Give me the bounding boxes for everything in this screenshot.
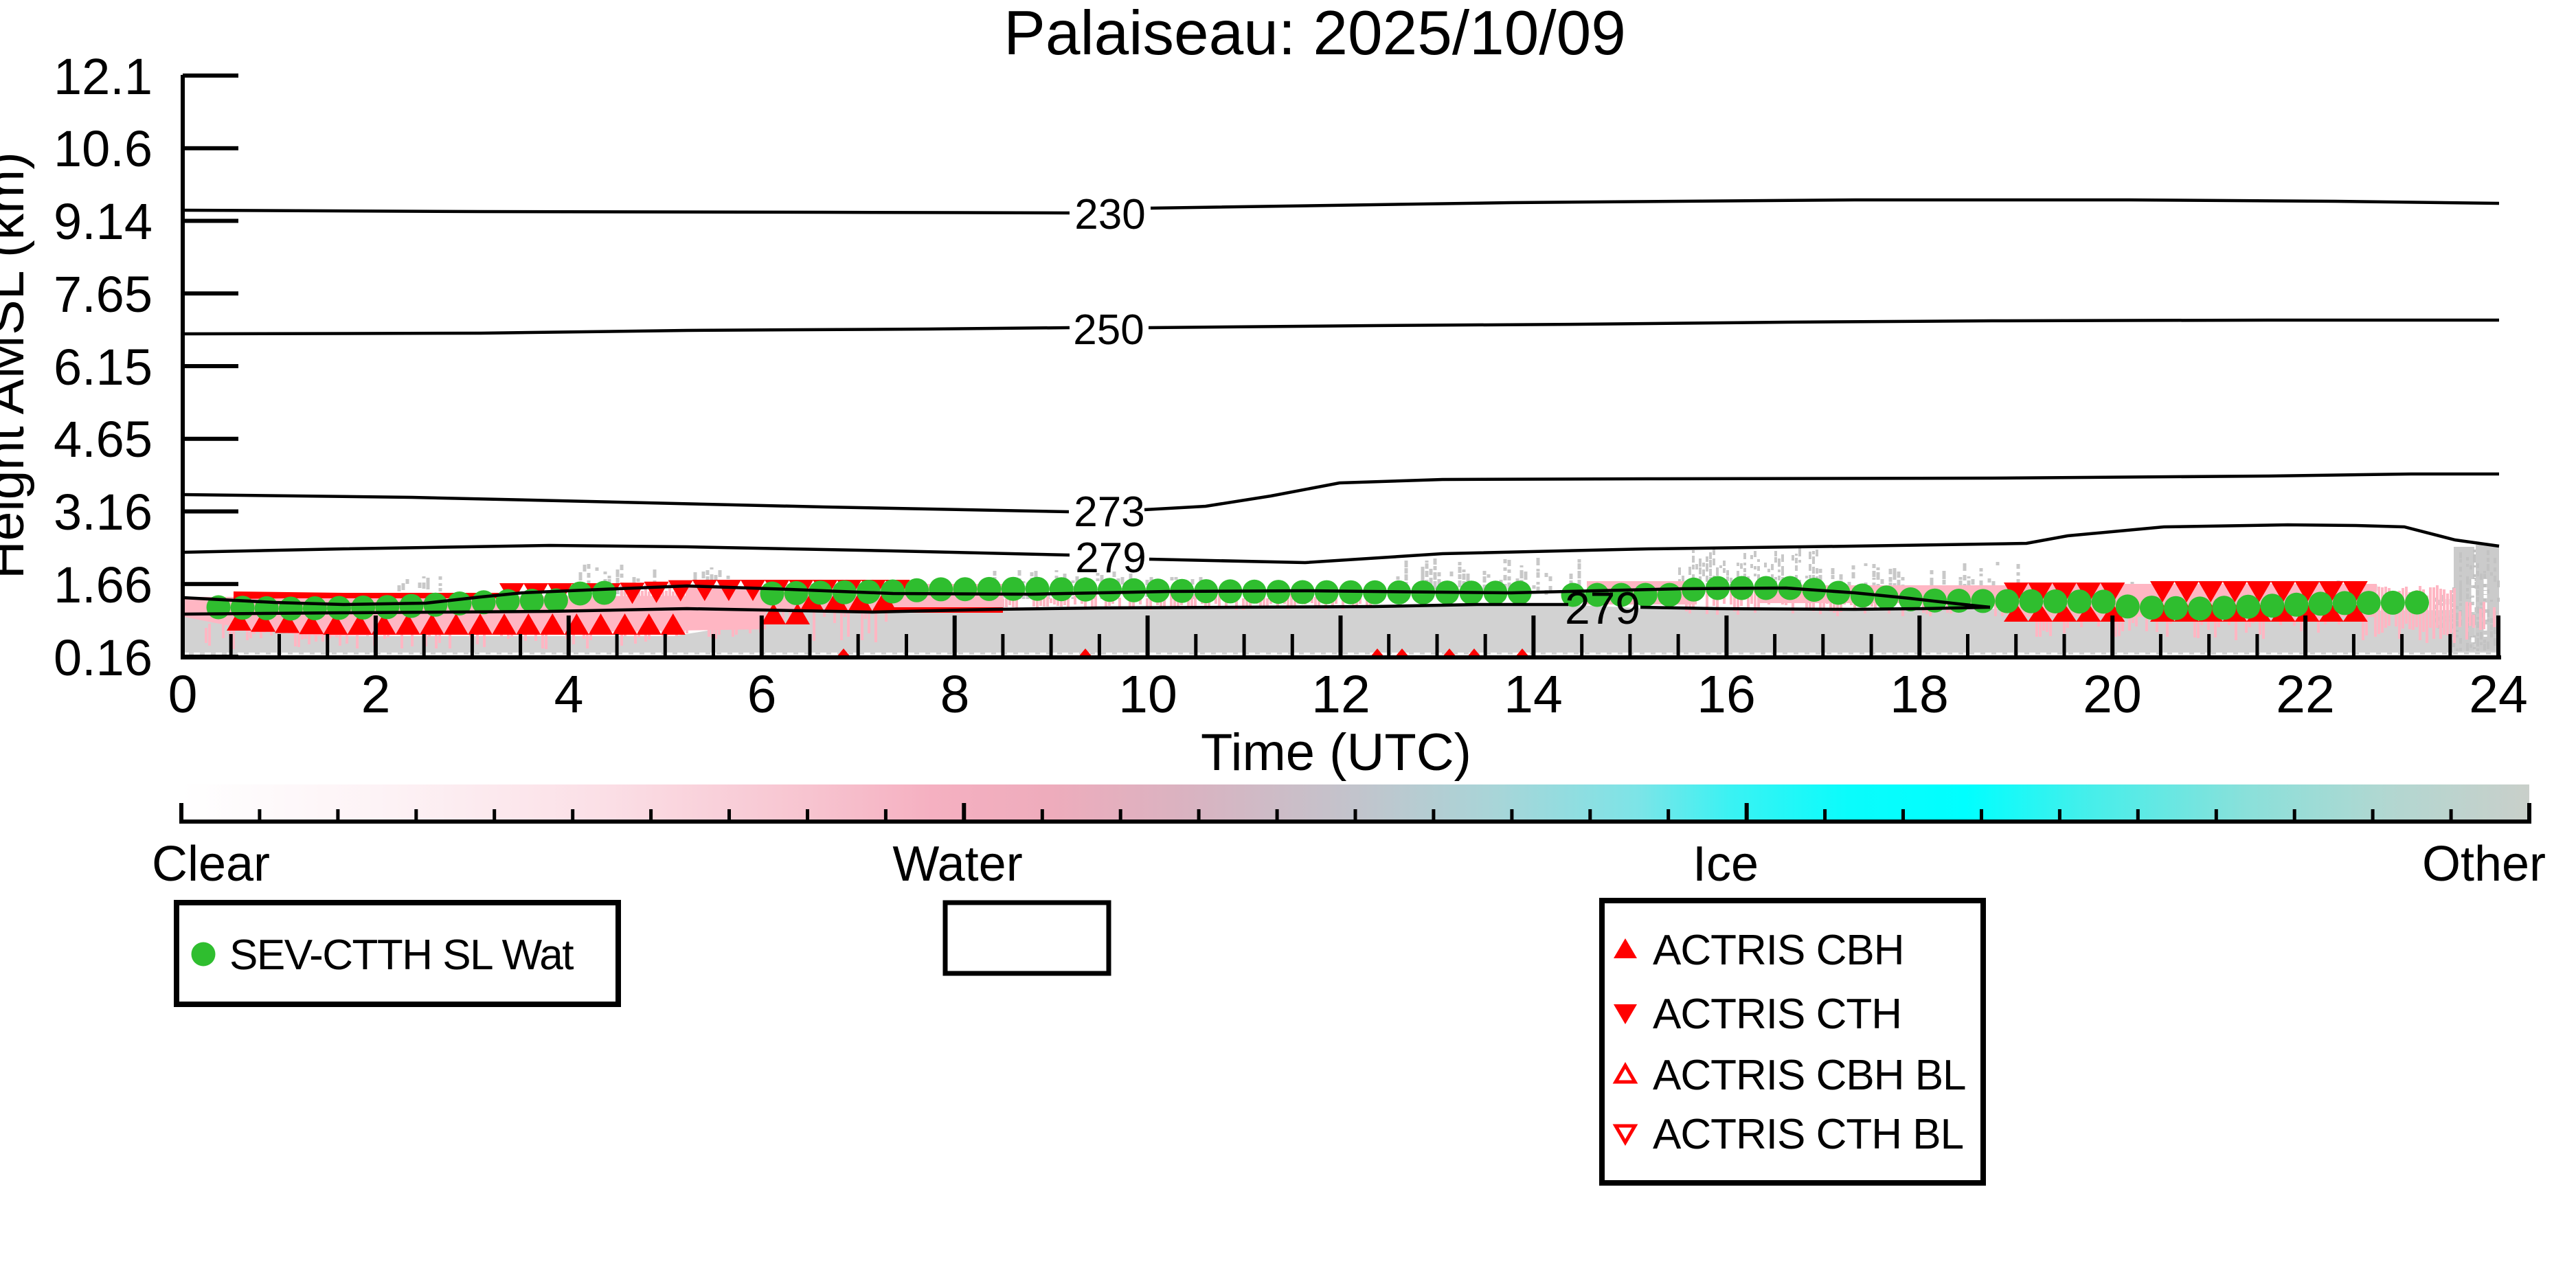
svg-text:273: 273 xyxy=(1074,488,1144,536)
svg-text:4.65: 4.65 xyxy=(54,411,152,468)
svg-text:10.6: 10.6 xyxy=(54,120,152,177)
svg-text:SEV-CTTH SL Wat: SEV-CTTH SL Wat xyxy=(229,931,574,979)
svg-text:12: 12 xyxy=(1311,665,1370,724)
svg-text:250: 250 xyxy=(1073,306,1144,354)
svg-text:Other: Other xyxy=(2422,837,2546,892)
svg-text:ACTRIS CBH BL: ACTRIS CBH BL xyxy=(1653,1052,1966,1099)
svg-text:279: 279 xyxy=(1565,583,1640,633)
svg-text:8: 8 xyxy=(940,665,970,724)
svg-text:0.16: 0.16 xyxy=(54,629,152,686)
svg-text:22: 22 xyxy=(2276,665,2335,724)
svg-text:0: 0 xyxy=(168,665,198,724)
svg-text:Clear: Clear xyxy=(152,837,270,892)
svg-text:14: 14 xyxy=(1504,665,1563,724)
svg-text:2: 2 xyxy=(361,665,391,724)
svg-text:Palaiseau: 2025/10/09: Palaiseau: 2025/10/09 xyxy=(1004,0,1626,68)
svg-text:20: 20 xyxy=(2083,665,2142,724)
svg-text:18: 18 xyxy=(1890,665,1949,724)
svg-text:279: 279 xyxy=(1075,534,1146,582)
svg-text:ACTRIS CTH: ACTRIS CTH xyxy=(1653,991,1901,1038)
svg-text:24: 24 xyxy=(2469,665,2528,724)
svg-text:Height AMSL (km): Height AMSL (km) xyxy=(0,152,35,579)
svg-text:10: 10 xyxy=(1118,665,1177,724)
svg-text:3.16: 3.16 xyxy=(54,484,152,541)
svg-text:ACTRIS CTH BL: ACTRIS CTH BL xyxy=(1653,1111,1963,1158)
svg-text:ACTRIS CBH: ACTRIS CBH xyxy=(1653,927,1903,974)
svg-text:4: 4 xyxy=(554,665,584,724)
svg-text:6: 6 xyxy=(747,665,777,724)
svg-text:1.66: 1.66 xyxy=(54,556,152,613)
svg-text:7.65: 7.65 xyxy=(54,266,152,323)
svg-text:230: 230 xyxy=(1074,191,1145,238)
svg-text:9.14: 9.14 xyxy=(54,193,152,250)
svg-text:16: 16 xyxy=(1697,665,1756,724)
svg-text:Water: Water xyxy=(892,837,1022,892)
svg-text:Time (UTC): Time (UTC) xyxy=(1201,723,1471,782)
svg-text:Ice: Ice xyxy=(1693,837,1759,892)
svg-text:6.15: 6.15 xyxy=(54,339,152,396)
svg-text:12.1: 12.1 xyxy=(54,48,152,105)
